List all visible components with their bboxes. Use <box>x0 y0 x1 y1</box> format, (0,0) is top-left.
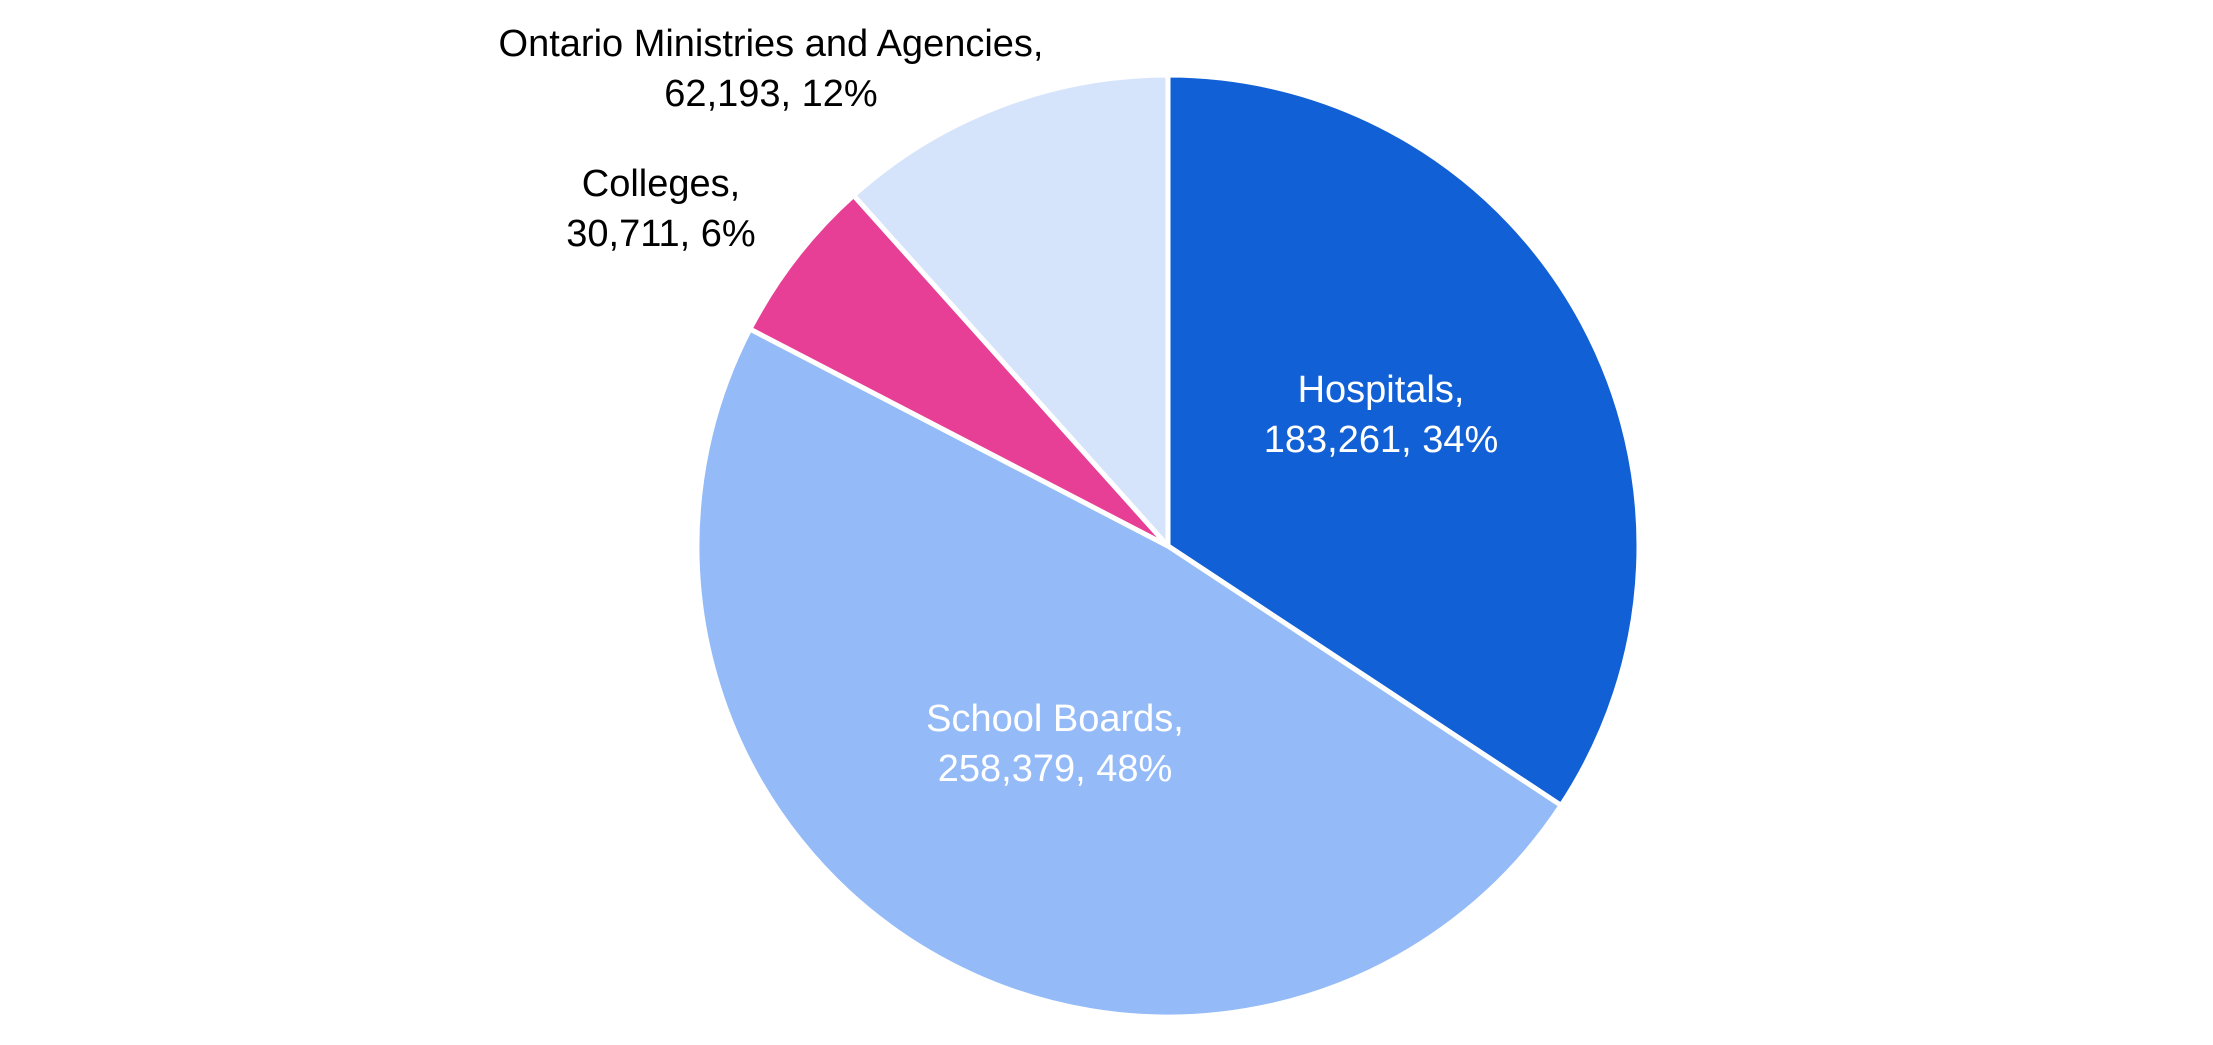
slice-label-value: 62,193, 12% <box>664 73 877 115</box>
slice-label-hospitals: Hospitals, 183,261, 34% <box>1264 369 1499 461</box>
slice-label-value: 258,379, 48% <box>938 748 1173 790</box>
pie-labels: Hospitals, 183,261, 34% School Boards, 258,… <box>499 23 1499 790</box>
slice-label-ontario-ministries-and-agencies: Ontario Ministries and Agencies, 62,193, … <box>499 23 1044 115</box>
slice-label-name: Colleges, <box>582 163 740 205</box>
pie-slices <box>694 72 1642 1020</box>
slice-label-name: Ontario Ministries and Agencies, <box>499 23 1044 65</box>
slice-label-colleges: Colleges, 30,711, 6% <box>566 163 755 255</box>
slice-label-value: 183,261, 34% <box>1264 419 1499 461</box>
slice-label-school-boards: School Boards, 258,379, 48% <box>926 698 1184 790</box>
pie-slice-school-boards <box>694 326 1564 1020</box>
pie-slice-colleges <box>747 192 1171 549</box>
slice-label-value: 30,711, 6% <box>566 213 755 255</box>
pie-slice-ontario-ministries-and-agencies <box>851 72 1171 549</box>
slice-label-name: Hospitals, <box>1298 369 1465 411</box>
slice-label-name: School Boards, <box>926 698 1184 740</box>
